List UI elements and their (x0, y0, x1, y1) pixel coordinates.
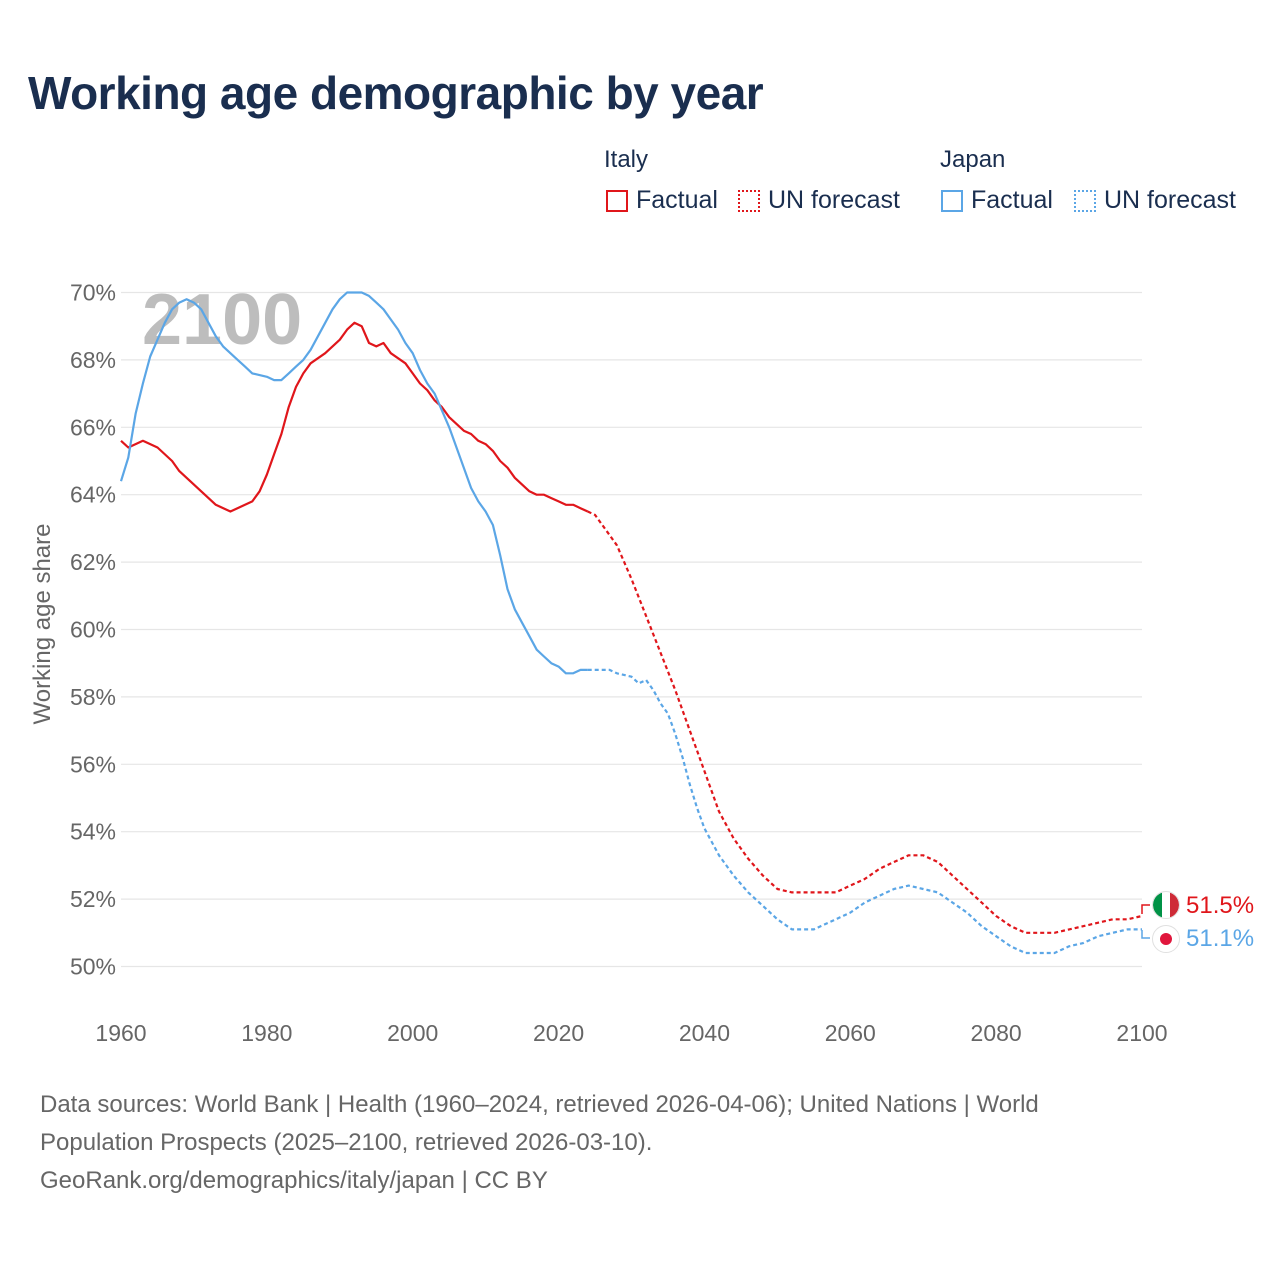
y-tick-label: 52% (70, 886, 116, 912)
x-tick-label: 2060 (825, 1020, 876, 1046)
y-axis-label: Working age share (29, 524, 56, 725)
legend-japan-factual[interactable]: Factual (941, 186, 1053, 215)
legend-swatch-japan-factual (941, 189, 963, 212)
legend-italy-forecast-label: UN forecast (768, 186, 900, 214)
italy-end-label: 51.5% (1186, 892, 1254, 919)
legend-italy-label: Italy (604, 146, 649, 173)
series-line-japan-factual[interactable] (119, 291, 588, 675)
x-tick-label: 2020 (533, 1020, 584, 1046)
y-tick-label: 60% (70, 617, 116, 643)
chart-title: Working age demographic by year (28, 67, 764, 119)
series-line-italy-factual[interactable] (120, 321, 589, 513)
series-lines (119, 291, 1143, 955)
legend-swatch-italy-factual (606, 189, 628, 212)
japan-flag-icon (1152, 925, 1180, 953)
legend-japan-factual-label: Factual (971, 186, 1053, 214)
legend-italy-forecast[interactable]: UN forecast (738, 186, 900, 215)
italy-end-connector (1141, 904, 1150, 914)
legend-italy-factual-label: Factual (636, 186, 718, 214)
y-tick-label: 56% (70, 751, 116, 777)
y-tick-label: 58% (70, 684, 116, 710)
legend-swatch-japan-forecast (1074, 189, 1096, 212)
legend-japan-forecast-label: UN forecast (1104, 186, 1236, 214)
x-tick-label: 2000 (387, 1020, 438, 1046)
line-chart: 2100 50% 52% 54% 56% 58% 60% 62% 64% 66% 68% 70% 1… (29, 280, 1254, 1047)
y-tick-label: 62% (70, 549, 116, 575)
legend-japan-label: Japan (940, 146, 1006, 173)
italy-flag-icon (1152, 891, 1180, 919)
japan-end-label: 51.1% (1186, 925, 1254, 952)
source-line-2: Population Prospects (2025–2100, retriev… (40, 1129, 653, 1156)
x-tick-label: 1960 (95, 1020, 146, 1046)
y-tick-label: 54% (70, 819, 116, 845)
x-tick-label: 2100 (1116, 1020, 1167, 1046)
series-line-japan-un-forecast[interactable] (587, 668, 1142, 955)
legend-japan-forecast[interactable]: UN forecast (1074, 186, 1236, 215)
y-axis-ticks: 50% 52% 54% 56% 58% 60% 62% 64% 66% 68% 70% (70, 280, 116, 980)
source-link[interactable]: GeoRank.org/demographics/italy/japan | C… (40, 1167, 548, 1194)
gridlines (121, 291, 1142, 968)
x-tick-label: 2080 (971, 1020, 1022, 1046)
legend-swatch-italy-forecast (738, 189, 760, 212)
source-line-1: Data sources: World Bank | Health (1960–… (40, 1091, 1039, 1118)
series-line-italy-un-forecast[interactable] (587, 510, 1143, 934)
y-tick-label: 66% (70, 414, 116, 440)
y-tick-label: 68% (70, 347, 116, 373)
x-tick-label: 1980 (241, 1020, 292, 1046)
y-tick-label: 70% (70, 280, 116, 306)
data-source-note: Data sources: World Bank | Health (1960–… (40, 1086, 1230, 1200)
x-tick-label: 2040 (679, 1020, 730, 1046)
legend-italy-factual[interactable]: Factual (606, 186, 718, 215)
japan-end-connector (1141, 930, 1150, 939)
y-tick-label: 50% (70, 954, 116, 980)
y-tick-label: 64% (70, 482, 116, 508)
x-axis-ticks: 1960 1980 2000 2020 2040 2060 2080 2100 (95, 1020, 1167, 1046)
